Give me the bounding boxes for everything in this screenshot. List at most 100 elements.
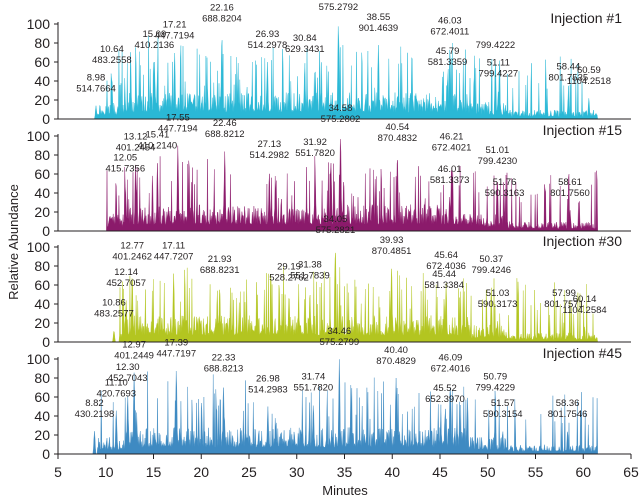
y-tick-label: 60 bbox=[34, 389, 50, 405]
y-tick-label: 0 bbox=[42, 334, 50, 350]
panel-title: Injection #1 bbox=[550, 10, 622, 26]
x-tick-label: 20 bbox=[193, 464, 209, 480]
peak-annotation: 45.44 581.3384 bbox=[424, 269, 464, 291]
peak-annotation: 26.93 514.2978 bbox=[248, 29, 288, 51]
y-tick-label: 0 bbox=[42, 446, 50, 462]
y-tick-label: 80 bbox=[34, 370, 50, 386]
peak-annotation: 26.98 514.2983 bbox=[248, 374, 288, 396]
peak-annotation: 15.09 410.2136 bbox=[135, 29, 175, 51]
peak-annotation: 17.11 447.7207 bbox=[154, 241, 194, 263]
peak-annotation: 30.84 629.3431 bbox=[285, 33, 325, 55]
peak-annotation: 60.14 1104.2584 bbox=[562, 294, 606, 316]
peak-annotation: 46.21 672.4021 bbox=[432, 132, 472, 154]
peak-annotation: 22.33 688.8213 bbox=[204, 353, 244, 375]
y-tick-label: 20 bbox=[34, 92, 50, 108]
y-tick-label: 0 bbox=[42, 111, 50, 127]
peak-annotation: 51.03 590.3173 bbox=[478, 288, 518, 310]
peak-annotation: 57.99 801.7571 bbox=[544, 288, 584, 310]
x-tick-label: 5 bbox=[54, 464, 62, 480]
panel-2: 0 20 40 60 80 100 Injection #15 12.05 415.735613… bbox=[27, 103, 631, 239]
peak-annotation: 51.57 590.3154 bbox=[483, 398, 523, 420]
x-tick-label: 10 bbox=[98, 464, 114, 480]
peak-annotation: 10.86 483.2577 bbox=[94, 298, 134, 320]
peak-annotation: 22.16 688.8204 bbox=[202, 2, 242, 24]
y-tick-label: 80 bbox=[34, 35, 50, 51]
peak-annotation: 21.93 688.8231 bbox=[200, 254, 240, 276]
peak-annotation: 58.61 801.7560 bbox=[550, 177, 590, 199]
x-axis: 5 10 15 20 25 30 35 40 45 50 55 60 65 bbox=[54, 454, 639, 480]
peak-annotation: 38.55 901.4639 bbox=[359, 12, 399, 34]
x-tick-label: 30 bbox=[289, 464, 305, 480]
peak-annotation: 31.74 551.7820 bbox=[294, 372, 334, 394]
series-trace bbox=[58, 26, 631, 120]
series-trace bbox=[58, 139, 631, 232]
peak-annotation: 34.46 575.2799 bbox=[320, 326, 360, 348]
peak-annotation: 17.55 447.7194 bbox=[158, 113, 198, 135]
peak-annotation: 12.97 401.2449 bbox=[114, 339, 154, 361]
y-tick-label: 80 bbox=[34, 258, 50, 274]
panels-layer: 0 20 40 60 80 100 Injection #1 8.98 514.7664 10.6… bbox=[27, 0, 631, 462]
y-tick-label: 20 bbox=[34, 315, 50, 331]
peak-annotation: 17.39 447.7197 bbox=[157, 337, 197, 359]
panel-1: 0 20 40 60 80 100 Injection #1 8.98 514.7664 10.6… bbox=[27, 0, 631, 127]
peak-annotation: 10.64 483.2558 bbox=[92, 44, 132, 66]
peak-annotation: 29.19 528.2762 bbox=[269, 262, 309, 284]
y-axis-label: Relative Abundance bbox=[6, 184, 21, 300]
y-tick-label: 60 bbox=[34, 166, 50, 182]
panel-title: Injection #15 bbox=[543, 122, 623, 138]
panel-4: 0 20 40 60 80 100 Injection #45 8.82 430.219811.… bbox=[27, 326, 631, 462]
peak-annotation: 11.10 420.7693 bbox=[96, 377, 136, 399]
peak-annotation: 34.58 575.2802 bbox=[321, 103, 361, 125]
panel-3: 0 20 40 60 80 100 Injection #30 10.86 483.2577 12… bbox=[27, 214, 631, 350]
peak-annotation: 39.93 870.4851 bbox=[372, 235, 412, 257]
peak-annotation: 34.36575.2792 bbox=[319, 0, 359, 13]
peak-annotation: 12.14 452.7057 bbox=[106, 267, 146, 289]
peak-annotation: 40.40 870.4829 bbox=[376, 345, 416, 367]
x-tick-label: 65 bbox=[623, 464, 639, 480]
y-tick-label: 20 bbox=[34, 204, 50, 220]
y-tick-label: 40 bbox=[34, 73, 50, 89]
peak-annotation: 51.11 799.4227 bbox=[479, 58, 519, 80]
peak-annotation: 34.05 575.2821 bbox=[316, 214, 356, 236]
y-tick-label: 60 bbox=[34, 54, 50, 70]
x-tick-label: 25 bbox=[241, 464, 257, 480]
peak-annotation: 17.21 447.7194 bbox=[155, 20, 195, 42]
peak-annotation: 13.12 401.2454 bbox=[116, 132, 156, 154]
y-tick-label: 100 bbox=[27, 16, 51, 32]
panel-title: Injection #30 bbox=[543, 233, 623, 249]
peak-annotation: 46.01 581.3373 bbox=[430, 164, 470, 186]
x-tick-label: 60 bbox=[575, 464, 591, 480]
y-tick-label: 40 bbox=[34, 185, 50, 201]
peak-annotation: 22.46 688.8212 bbox=[205, 118, 245, 140]
x-tick-label: 15 bbox=[146, 464, 162, 480]
y-tick-label: 80 bbox=[34, 147, 50, 163]
peak-annotation: 8.82 430.2198 bbox=[75, 398, 115, 420]
panel-title: Injection #45 bbox=[543, 345, 623, 361]
series-trace bbox=[58, 359, 631, 455]
x-tick-label: 50 bbox=[480, 464, 496, 480]
y-tick-label: 100 bbox=[27, 128, 51, 144]
peak-annotation: 8.98 514.7664 bbox=[76, 73, 116, 95]
peak-annotation: 27.13 514.2982 bbox=[250, 139, 290, 161]
peak-annotation: 46.03 672.4011 bbox=[430, 16, 469, 38]
peak-annotation: 51.76 590.3163 bbox=[485, 177, 525, 199]
y-tick-label: 40 bbox=[34, 408, 50, 424]
y-tick-label: 100 bbox=[27, 239, 51, 255]
y-tick-label: 40 bbox=[34, 296, 50, 312]
peak-annotation: 12.30 452.7043 bbox=[108, 362, 148, 384]
peak-annotation: 45.52 652.3970 bbox=[425, 383, 465, 405]
y-tick-label: 100 bbox=[27, 351, 51, 367]
y-tick-label: 0 bbox=[42, 223, 50, 239]
peak-annotation: 15.41 410.2140 bbox=[138, 130, 178, 152]
peak-annotation: 51.01 799.4230 bbox=[478, 145, 518, 167]
x-axis-label: Minutes bbox=[322, 483, 368, 498]
x-tick-label: 35 bbox=[337, 464, 353, 480]
peak-annotation: 31.38 551.7839 bbox=[290, 260, 330, 282]
peak-annotation: 40.54 870.4832 bbox=[378, 122, 418, 144]
peak-annotation: 12.77 401.2462 bbox=[112, 241, 152, 263]
peak-annotation: 58.36 801.7546 bbox=[548, 398, 588, 420]
peak-annotation: 31.92 551.7820 bbox=[295, 137, 335, 159]
peak-annotation: 50.37 799.4246 bbox=[471, 254, 511, 276]
series-trace bbox=[58, 252, 631, 343]
